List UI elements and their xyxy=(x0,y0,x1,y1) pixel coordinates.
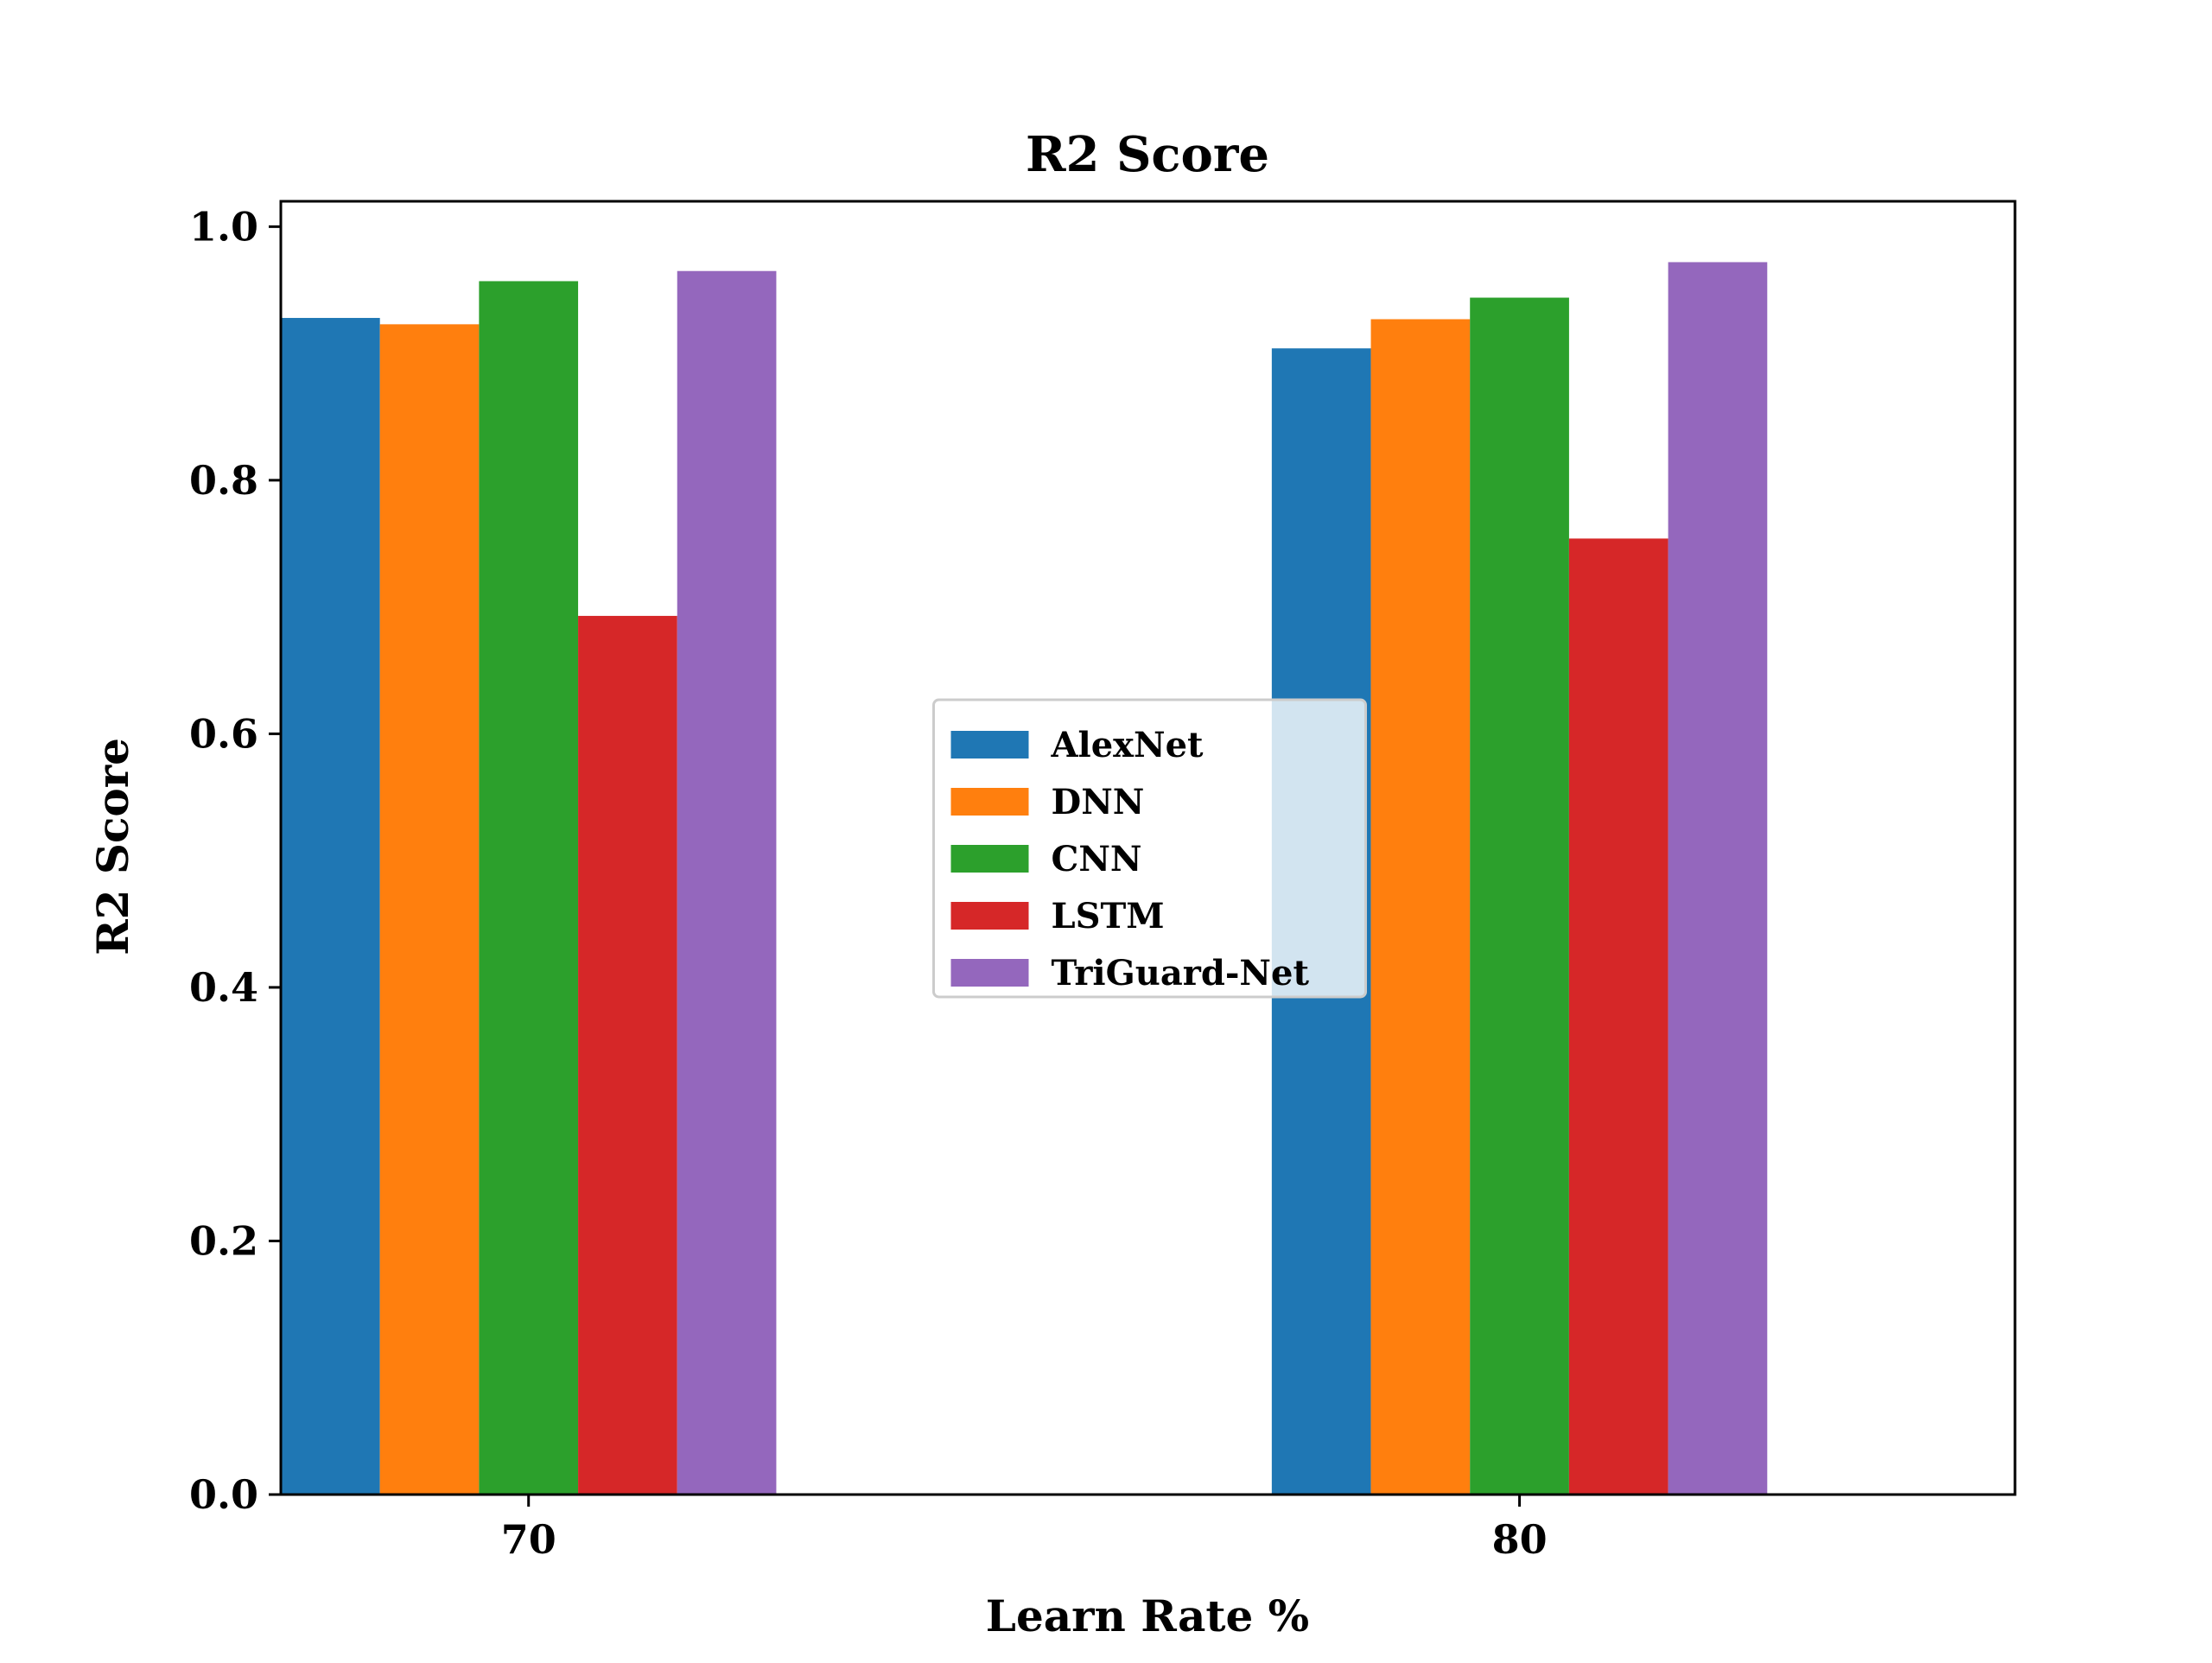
legend-label: DNN xyxy=(1052,782,1145,822)
legend-swatch xyxy=(950,902,1029,930)
legend-swatch xyxy=(950,731,1029,759)
x-tick-label: 80 xyxy=(1492,1516,1548,1563)
bar-cnn-80 xyxy=(1470,297,1569,1495)
y-tick-label: 0.0 xyxy=(189,1471,258,1518)
y-tick-label: 0.4 xyxy=(189,964,258,1011)
x-axis: 70 80 xyxy=(501,1495,1548,1563)
legend-box xyxy=(932,698,1367,999)
chart-title: R2 Score xyxy=(1026,126,1269,183)
legend-label: CNN xyxy=(1052,839,1142,879)
x-axis-label: Learn Rate % xyxy=(986,1590,1309,1641)
bar-alexnet-70 xyxy=(281,318,380,1495)
legend-swatch xyxy=(950,788,1029,816)
y-tick-label: 1.0 xyxy=(189,203,258,250)
y-axis-label: R2 Score xyxy=(87,738,138,955)
bar-triguard-net-70 xyxy=(677,270,777,1495)
bar-triguard-net-80 xyxy=(1668,262,1768,1495)
x-tick-label: 70 xyxy=(501,1516,556,1563)
bar-dnn-70 xyxy=(379,324,480,1495)
y-tick-label: 0.6 xyxy=(189,710,258,757)
legend-label: AlexNet xyxy=(1051,725,1205,765)
y-axis: 0.0 0.2 0.4 0.6 0.8 1.0 xyxy=(189,203,281,1518)
bars-group xyxy=(281,262,1768,1495)
legend: AlexNet DNN CNN LSTM TriGuard-Net xyxy=(932,698,1367,999)
bar-lstm-80 xyxy=(1568,538,1669,1495)
legend-label: TriGuard-Net xyxy=(1052,953,1310,993)
legend-swatch xyxy=(950,845,1029,873)
y-tick-label: 0.8 xyxy=(189,457,258,504)
bar-lstm-70 xyxy=(578,615,677,1495)
plot-frame xyxy=(279,200,2017,1496)
bar-dnn-80 xyxy=(1370,319,1471,1495)
bar-cnn-70 xyxy=(479,281,579,1495)
y-tick-label: 0.2 xyxy=(189,1217,258,1264)
legend-swatch xyxy=(950,959,1029,987)
legend-label: LSTM xyxy=(1052,896,1165,936)
